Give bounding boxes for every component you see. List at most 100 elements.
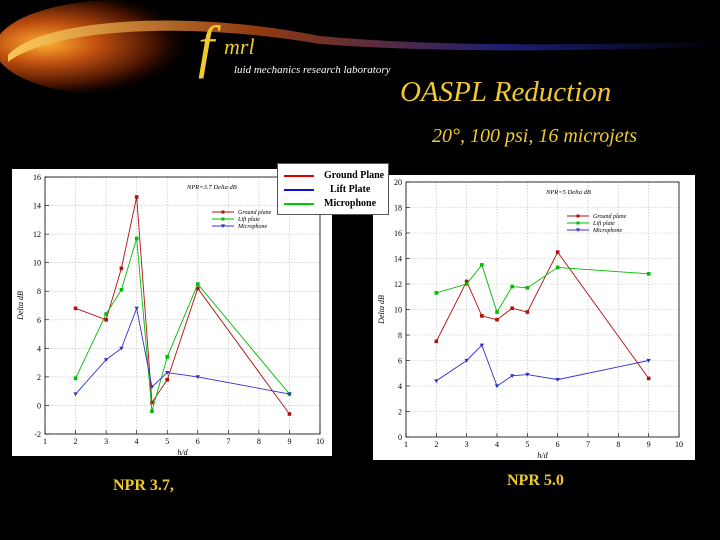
chart-title: NPR=5 Delta dB [545, 189, 591, 196]
x-tick-label: 6 [196, 437, 200, 446]
x-axis-label: h/d [177, 448, 188, 456]
y-tick-label: 0 [37, 401, 41, 410]
data-point-ground-plane [434, 339, 439, 344]
data-point-ground-plane [525, 310, 530, 314]
legend-marker-lift-plate [221, 217, 225, 221]
data-point-microphone [525, 372, 530, 377]
y-tick-label: 12 [33, 230, 41, 239]
y-tick-label: 6 [37, 316, 41, 325]
data-point-ground-plane [555, 250, 560, 254]
y-tick-label: -2 [34, 430, 41, 439]
logo-mrl: mrl [224, 34, 255, 59]
data-point-lift-plate [150, 409, 154, 413]
x-tick-label: 3 [465, 440, 469, 449]
chart-npr-5: 1 2 3 4 5 6 7 8 9 10 0 2 4 6 8 10 12 14 16 18 20 h/d Delta dB N… [373, 175, 695, 460]
caption-npr-3-7: NPR 3.7, [113, 477, 174, 494]
data-point-lift-plate [525, 286, 530, 290]
y-tick-label: 4 [37, 344, 41, 353]
series-line-microphone [75, 306, 290, 395]
data-point-microphone [134, 306, 139, 311]
data-point-lift-plate [104, 312, 108, 316]
data-point-ground-plane [119, 266, 124, 271]
legend-line-ground-plane [284, 175, 314, 177]
data-point-ground-plane [646, 376, 651, 381]
legend-label-lift-plate: Lift plate [237, 216, 260, 223]
y-axis-label: Delta dB [16, 291, 25, 321]
data-point-microphone [494, 384, 500, 389]
series-line-ground-plane [75, 196, 290, 415]
data-point-lift-plate [119, 287, 124, 292]
data-point-ground-plane [464, 279, 469, 284]
data-point-microphone [509, 374, 515, 378]
data-point-microphone [646, 358, 651, 363]
data-point-ground-plane [73, 306, 78, 311]
data-point-microphone [479, 343, 485, 348]
data-point-microphone [119, 346, 124, 351]
y-tick-label: 4 [398, 382, 402, 391]
x-tick-label: 1 [43, 437, 47, 446]
data-point-lift-plate [464, 282, 469, 286]
data-point-ground-plane [150, 400, 154, 405]
caption-npr-5: NPR 5.0 [507, 472, 564, 489]
y-tick-label: 12 [394, 280, 402, 289]
y-tick-label: 10 [394, 306, 402, 315]
y-tick-label: 14 [394, 255, 402, 264]
data-point-ground-plane [480, 314, 484, 318]
series-line-lift-plate [75, 238, 290, 412]
y-tick-label: 2 [37, 373, 41, 382]
data-point-lift-plate [555, 265, 560, 270]
data-point-microphone [149, 385, 155, 390]
chart-title: NPR=3.7 Delta dB [186, 184, 237, 191]
data-point-lift-plate [195, 282, 200, 286]
y-tick-label: 18 [394, 204, 402, 213]
series-line-ground-plane [435, 251, 650, 379]
data-point-microphone [434, 379, 439, 384]
x-tick-label: 5 [165, 437, 169, 446]
plot-frame [44, 176, 321, 435]
chart-npr-3-7: 1 2 3 4 5 6 7 8 9 10 -2 0 2 4 6 8 10 12 14 16 h/d Delta dB NPR… [12, 169, 332, 457]
data-point-lift-plate [480, 263, 484, 267]
x-tick-label: 3 [104, 437, 108, 446]
series-line-microphone [436, 344, 649, 387]
series-line-lift-plate [436, 263, 649, 314]
data-point-ground-plane [287, 412, 292, 416]
header-swoosh [0, 0, 720, 96]
legend-line-lift-plate [284, 189, 314, 191]
data-point-microphone [464, 358, 469, 363]
data-point-lift-plate [646, 272, 651, 276]
legend-label-lift-plate: Lift Plate [330, 184, 371, 195]
data-point-microphone [73, 392, 78, 397]
y-tick-label: 8 [37, 287, 41, 296]
data-point-microphone [555, 378, 560, 382]
legend-label-ground-plane: Ground plane [238, 210, 272, 216]
legend-label-microphone: Microphone [237, 224, 267, 230]
legend-label-microphone: Microphone [324, 198, 377, 209]
x-tick-label: 4 [495, 440, 499, 449]
data-point-microphone [195, 375, 200, 380]
x-tick-label: 10 [316, 437, 324, 446]
data-point-microphone [165, 371, 170, 375]
x-tick-label: 8 [257, 437, 261, 446]
data-point-ground-plane [495, 317, 499, 322]
data-point-lift-plate [73, 376, 78, 381]
data-point-microphone [287, 392, 292, 397]
x-tick-label: 9 [287, 437, 291, 446]
data-point-lift-plate [165, 355, 170, 359]
y-tick-label: 16 [33, 173, 41, 182]
x-tick-label: 10 [675, 440, 683, 449]
x-tick-label: 4 [135, 437, 139, 446]
legend-label-ground-plane: Ground plane [593, 214, 627, 220]
slide-title: OASPL Reduction [400, 76, 612, 108]
y-tick-label: 2 [398, 408, 402, 417]
data-point-ground-plane [104, 317, 108, 322]
y-tick-label: 6 [398, 357, 402, 366]
slide-subtitle: 20°, 100 psi, 16 microjets [432, 125, 638, 147]
series-legend-box: Ground Plane Lift Plate Microphone [277, 163, 389, 215]
data-point-ground-plane [195, 286, 200, 291]
y-axis-label: Delta dB [377, 295, 386, 325]
data-point-ground-plane [134, 195, 139, 199]
legend-marker-microphone [576, 228, 580, 232]
x-tick-label: 6 [556, 440, 560, 449]
y-tick-label: 20 [394, 178, 402, 187]
